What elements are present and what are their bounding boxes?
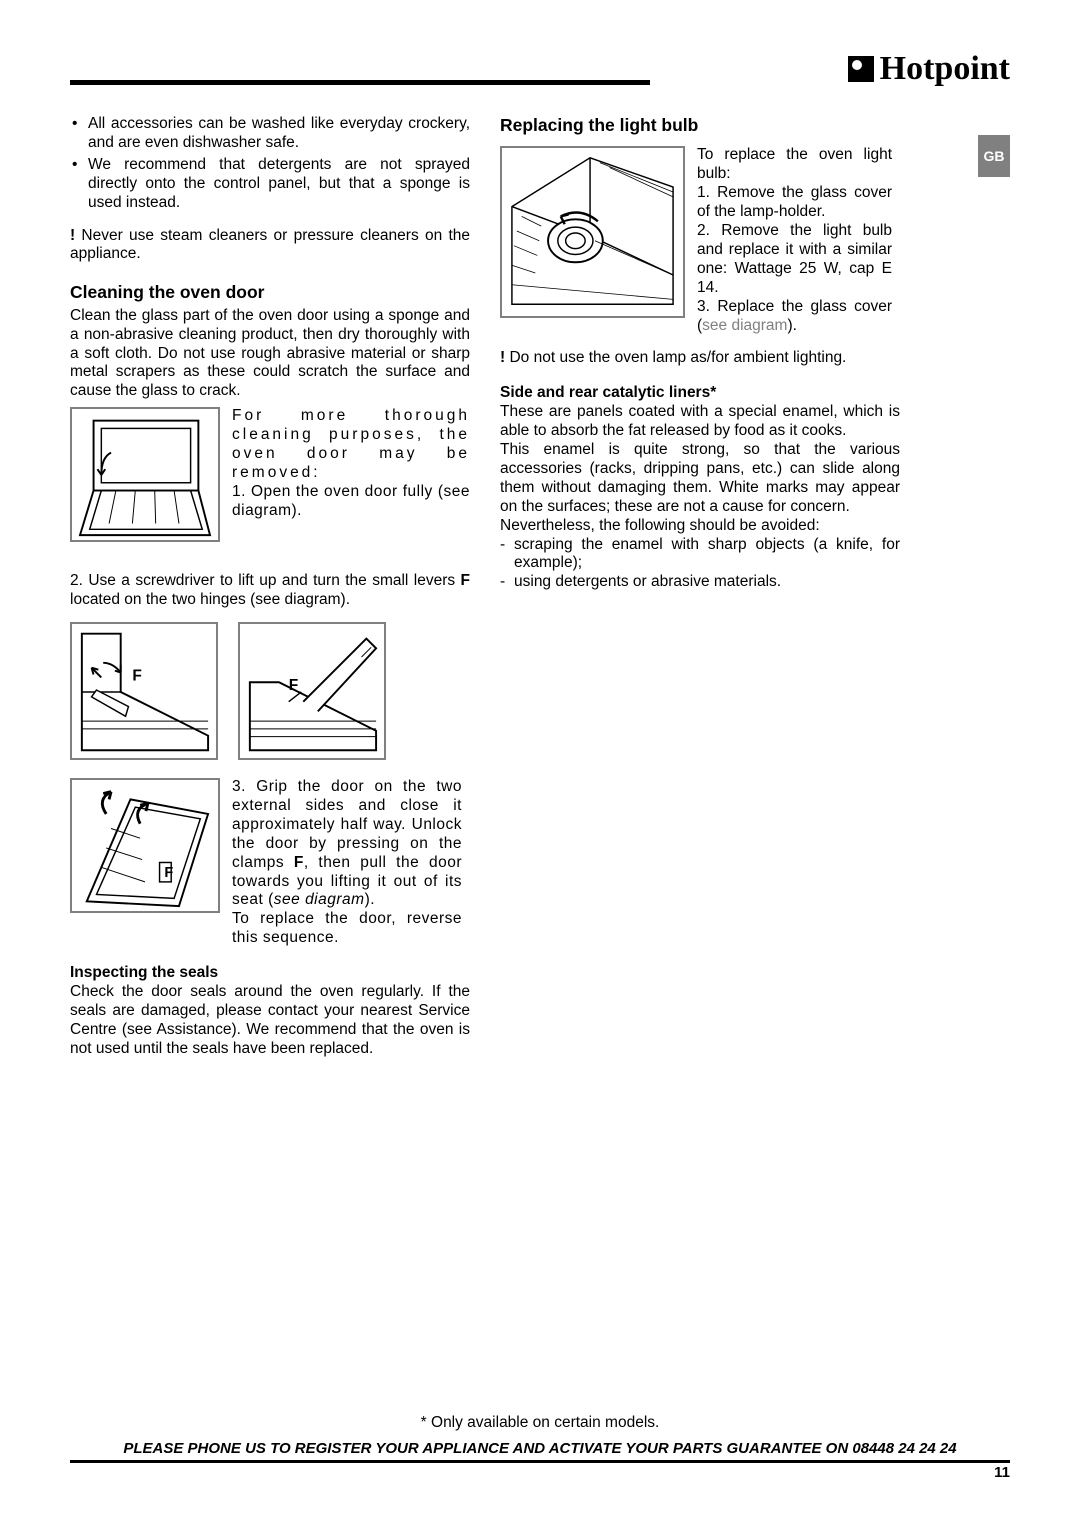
step1b: 1. Open the oven door fully (see diagram…: [232, 483, 470, 519]
diagram-hinge-f-left: F: [70, 622, 218, 760]
svg-text:F: F: [289, 677, 298, 694]
step2-text: 2. Use a screwdriver to lift up and turn…: [70, 572, 470, 610]
bullets-list: All accessories can be washed like every…: [70, 115, 470, 213]
bulb-step2: 2. Remove the light bulb and replace it …: [697, 222, 892, 298]
diagram-door-remove: F: [70, 778, 220, 913]
page-number: 11: [994, 1464, 1010, 1481]
brand-name: Hotpoint: [880, 50, 1010, 88]
step3c: ).: [365, 891, 375, 908]
step2-diagrams: F F: [70, 622, 470, 760]
step2-f: F: [461, 572, 470, 589]
step1a: For more thorough cleaning purposes, the…: [232, 407, 470, 481]
footer-text: PLEASE PHONE US TO REGISTER YOUR APPLIAN…: [70, 1440, 1010, 1457]
bulb-step3: 3. Replace the glass cover (see diagram)…: [697, 298, 892, 336]
step3-text: 3. Grip the door on the two external sid…: [232, 778, 462, 948]
seals-para: Check the door seals around the oven reg…: [70, 983, 470, 1059]
warning-text: ! Never use steam cleaners or pressure c…: [70, 227, 470, 265]
bulb-steps: To replace the oven light bulb: 1. Remov…: [697, 146, 892, 335]
liners-list: scraping the enamel with sharp objects (…: [500, 536, 900, 593]
brand-logo: Hotpoint: [848, 50, 1010, 88]
bullet-item: We recommend that detergents are not spr…: [88, 156, 470, 213]
footer-rule: [70, 1460, 1010, 1463]
brand-icon: [848, 56, 874, 82]
liners-heading: Side and rear catalytic liners*: [500, 384, 900, 403]
diagram-light-bulb: [500, 146, 685, 318]
footnote: * Only available on certain models.: [0, 1414, 1080, 1432]
bulb-step3-gray: see diagram: [702, 317, 787, 334]
liners-p1: These are panels coated with a special e…: [500, 403, 900, 441]
step3-f: F: [294, 854, 304, 871]
step3-italic: see diagram: [274, 891, 365, 908]
diagram-hinge-f-right: F: [238, 622, 386, 760]
main-content: All accessories can be washed like every…: [70, 115, 1010, 1059]
step3d: To replace the door, reverse this sequen…: [232, 910, 462, 946]
warning-body: Never use steam cleaners or pressure cle…: [70, 227, 470, 263]
step2-start: 2. Use a screwdriver to lift up and turn…: [70, 572, 461, 589]
svg-text:F: F: [164, 865, 173, 881]
diagram-oven-door-open: [70, 407, 220, 542]
bullet-item: All accessories can be washed like every…: [88, 115, 470, 153]
left-column: All accessories can be washed like every…: [70, 115, 470, 1059]
bulb-step3-end: ).: [787, 317, 796, 334]
step2-end: located on the two hinges (see diagram).: [70, 591, 350, 608]
bulb-block: To replace the oven light bulb: 1. Remov…: [500, 146, 900, 335]
liners-p2: This enamel is quite strong, so that the…: [500, 441, 900, 517]
step1-block: For more thorough cleaning purposes, the…: [70, 407, 470, 542]
bulb-intro: To replace the oven light bulb:: [697, 146, 892, 184]
warning-lamp-body: Do not use the oven lamp as/for ambient …: [505, 349, 846, 366]
heading-replacing-bulb: Replacing the light bulb: [500, 115, 900, 136]
step3-block: F 3. Grip the door on the two external s…: [70, 778, 470, 948]
heading-cleaning-door: Cleaning the oven door: [70, 282, 470, 303]
warning-lamp: ! Do not use the oven lamp as/for ambien…: [500, 349, 900, 368]
liners-item: scraping the enamel with sharp objects (…: [514, 536, 900, 574]
svg-text:F: F: [132, 667, 141, 684]
top-rule: [70, 80, 650, 85]
liners-item: using detergents or abrasive materials.: [514, 573, 900, 592]
liners-p3: Nevertheless, the following should be av…: [500, 517, 900, 536]
step1-text: For more thorough cleaning purposes, the…: [232, 407, 470, 542]
seals-heading: Inspecting the seals: [70, 964, 470, 983]
clean-door-para: Clean the glass part of the oven door us…: [70, 307, 470, 402]
right-column: Replacing the light bulb To replace the …: [500, 115, 900, 1059]
bulb-step1: 1. Remove the glass cover of the lamp-ho…: [697, 184, 892, 222]
